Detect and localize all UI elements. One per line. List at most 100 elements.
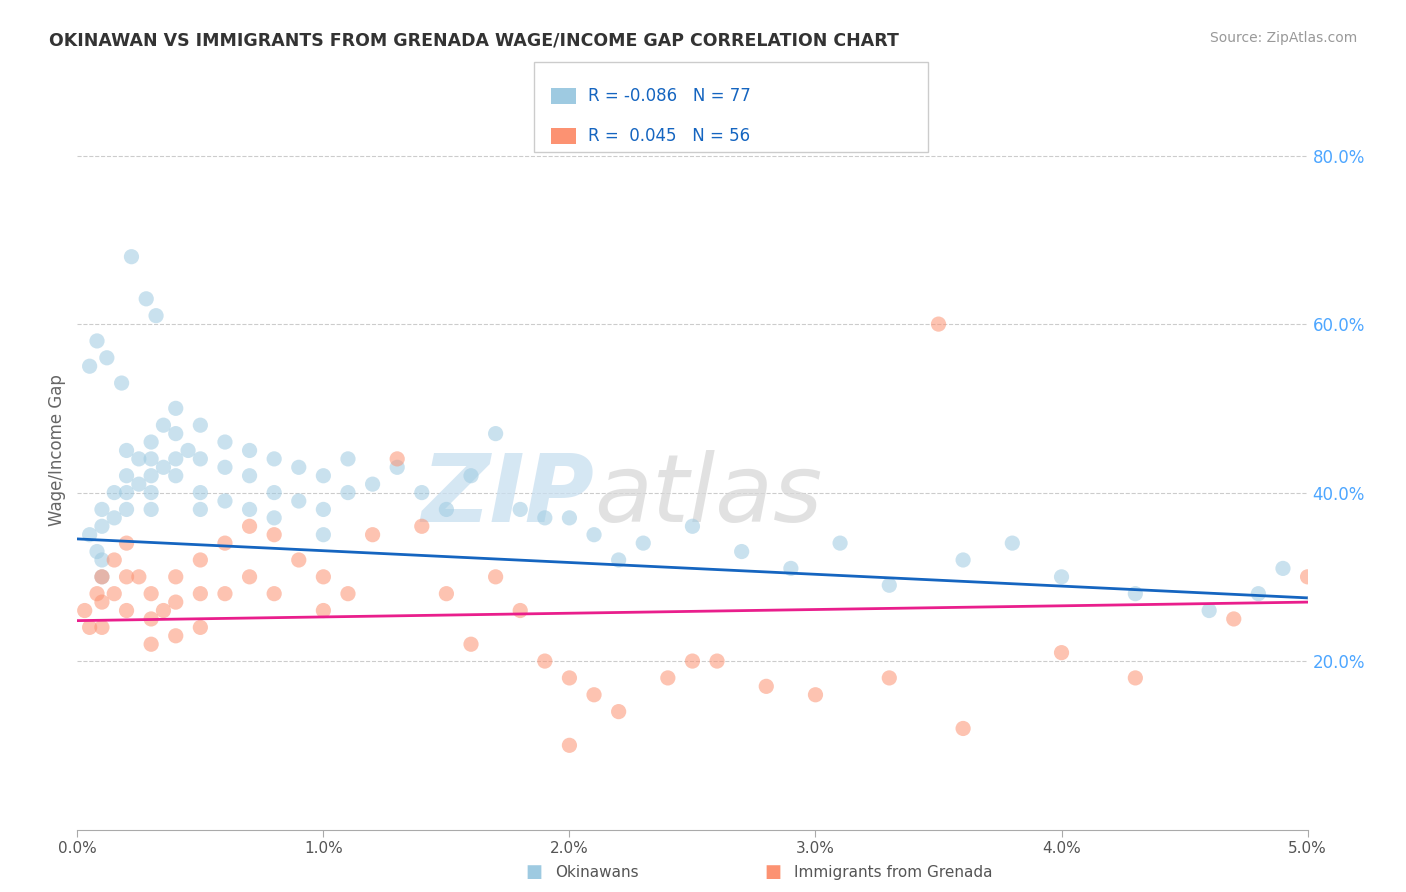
Point (141, 502, 163, 516)
Point (79, 620, 101, 634)
Point (558, 739, 581, 753)
Point (804, 688, 827, 702)
Point (682, 654, 704, 668)
Point (312, 603, 335, 617)
Point (607, 705, 630, 719)
Point (239, 468, 262, 483)
Point (1001, 536, 1024, 550)
Point (312, 502, 335, 516)
Point (337, 587, 360, 601)
Point (214, 587, 236, 601)
Point (411, 519, 433, 533)
Point (558, 671, 581, 685)
Point (731, 544, 754, 558)
Point (165, 468, 187, 483)
Point (103, 587, 125, 601)
Point (128, 451, 150, 466)
Point (188, 451, 212, 466)
Point (90, 502, 114, 516)
Point (90, 519, 114, 533)
Point (188, 485, 212, 500)
Point (657, 671, 679, 685)
Text: R = -0.086   N = 77: R = -0.086 N = 77 (588, 87, 751, 105)
Point (485, 426, 508, 441)
Point (1125, 587, 1147, 601)
Point (86, 544, 108, 558)
Point (312, 570, 335, 584)
Point (188, 587, 212, 601)
Point (115, 536, 138, 550)
Point (509, 502, 531, 516)
Point (86, 587, 108, 601)
Point (73, 603, 96, 617)
Point (96, 351, 118, 365)
Point (90, 570, 114, 584)
Point (411, 485, 433, 500)
Point (141, 485, 163, 500)
Point (436, 587, 458, 601)
Point (90, 553, 114, 567)
Point (830, 536, 852, 550)
Point (460, 468, 482, 483)
Point (361, 477, 384, 491)
Point (115, 570, 138, 584)
Point (239, 570, 262, 584)
Point (558, 511, 581, 525)
Text: ZIP: ZIP (422, 450, 595, 542)
Point (152, 603, 174, 617)
Point (103, 511, 125, 525)
Point (177, 443, 200, 458)
Point (288, 460, 311, 475)
Point (755, 679, 778, 693)
Point (145, 309, 167, 323)
Point (152, 418, 174, 433)
Point (263, 527, 285, 541)
Point (115, 502, 138, 516)
Point (485, 570, 508, 584)
Point (141, 637, 163, 651)
Point (509, 603, 531, 617)
Point (288, 494, 311, 508)
Point (583, 688, 606, 702)
Point (188, 553, 212, 567)
Point (165, 401, 187, 416)
Point (79, 359, 101, 374)
Point (214, 435, 236, 450)
Point (239, 502, 262, 516)
Point (239, 519, 262, 533)
Text: Okinawans: Okinawans (555, 865, 638, 880)
Point (115, 468, 138, 483)
Text: OKINAWAN VS IMMIGRANTS FROM GRENADA WAGE/INCOME GAP CORRELATION CHART: OKINAWAN VS IMMIGRANTS FROM GRENADA WAGE… (49, 31, 898, 49)
Point (607, 553, 630, 567)
Point (121, 250, 143, 264)
Point (165, 451, 187, 466)
Point (128, 477, 150, 491)
Point (385, 460, 409, 475)
Point (534, 511, 557, 525)
Point (111, 376, 132, 390)
Text: ■: ■ (526, 863, 543, 881)
Text: Immigrants from Grenada: Immigrants from Grenada (794, 865, 993, 880)
Point (115, 485, 138, 500)
Point (165, 426, 187, 441)
Point (188, 418, 212, 433)
Point (436, 502, 458, 516)
Point (288, 553, 311, 567)
Text: R =  0.045   N = 56: R = 0.045 N = 56 (588, 127, 749, 145)
Point (337, 451, 360, 466)
Point (706, 654, 728, 668)
Point (361, 527, 384, 541)
Point (1050, 570, 1073, 584)
Point (1272, 561, 1295, 575)
Point (128, 570, 150, 584)
Point (188, 620, 212, 634)
Point (312, 468, 335, 483)
Point (214, 494, 236, 508)
Point (115, 603, 138, 617)
Point (115, 443, 138, 458)
Point (1198, 603, 1220, 617)
Point (103, 485, 125, 500)
Point (90, 595, 114, 609)
Point (135, 292, 157, 306)
Point (780, 561, 803, 575)
